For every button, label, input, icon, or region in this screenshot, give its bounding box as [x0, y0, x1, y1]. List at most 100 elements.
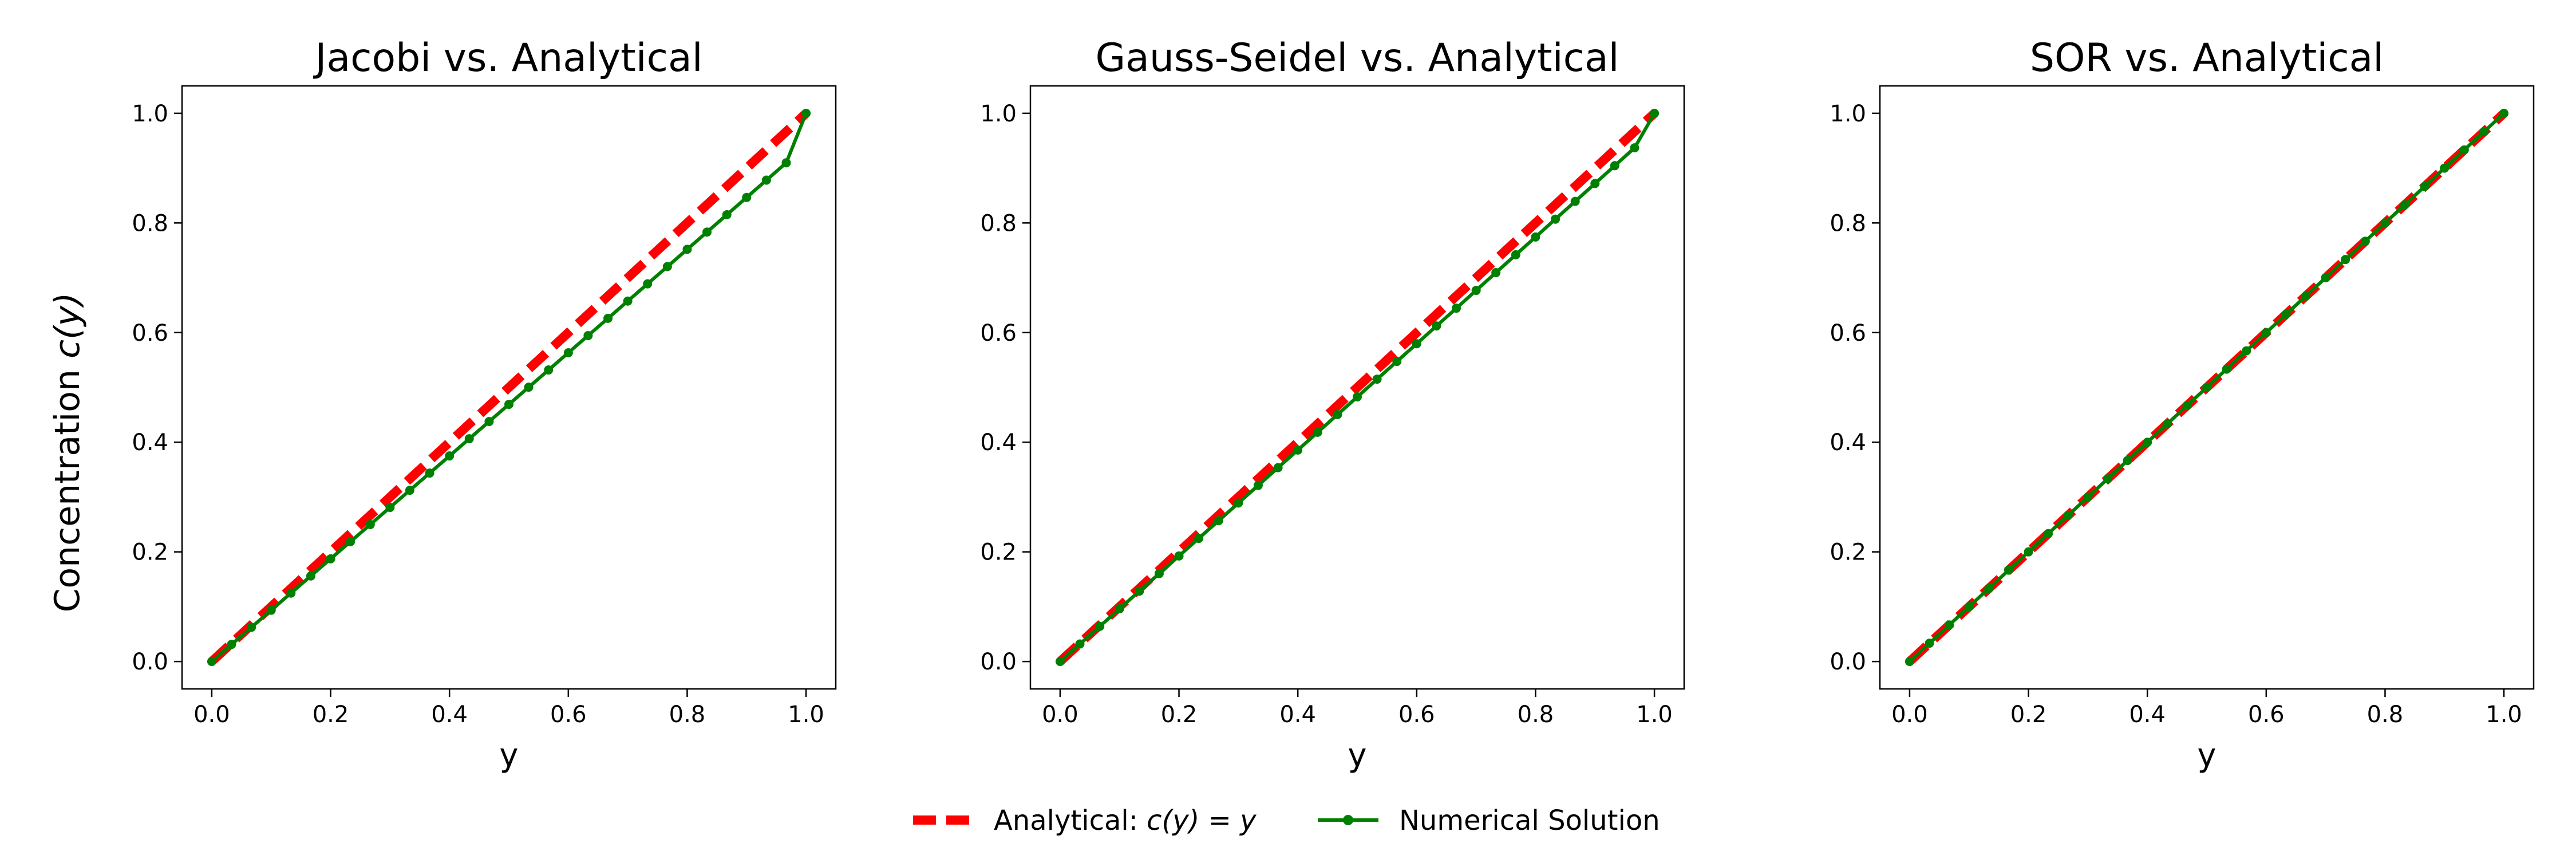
x-tick-label: 0.2 [313, 702, 349, 728]
x-tick-label: 0.6 [2248, 702, 2285, 728]
numerical-point [227, 640, 236, 649]
numerical-point [2301, 291, 2311, 301]
subplot-title: Jacobi vs. Analytical [313, 36, 702, 81]
numerical-point [2024, 547, 2033, 557]
numerical-point [504, 400, 513, 409]
subplot-3: SOR vs. Analytical 0.0 0.2 0.4 0.6 0.8 1.0 0.0 0… [1830, 36, 2535, 774]
numerical-point [1984, 584, 1994, 593]
y-tick-label: 0.8 [132, 210, 168, 237]
numerical-point [742, 192, 752, 202]
numerical-point [1471, 286, 1481, 295]
numerical-point [2063, 510, 2073, 520]
numerical-point [405, 486, 414, 495]
numerical-point [2222, 364, 2231, 374]
subplots: Jacobi vs. Analytical 0.0 0.2 0.4 0.6 0.8 1.0 0… [132, 36, 2535, 774]
numerical-point [1135, 586, 1144, 596]
numerical-point [1194, 534, 1204, 543]
numerical-point [1353, 392, 1362, 402]
numerical-point [761, 175, 771, 185]
y-tick-label: 0.0 [1830, 649, 1866, 675]
numerical-point [1452, 304, 1461, 313]
x-tick-label: 0.4 [2129, 702, 2166, 728]
axes-frame [1029, 85, 1685, 690]
numerical-point [2321, 273, 2330, 283]
subplot-1: Jacobi vs. Analytical 0.0 0.2 0.4 0.6 0.8 1.0 0… [132, 36, 837, 774]
x-tick-label: 0.8 [669, 702, 706, 728]
legend-numerical-marker [1343, 815, 1353, 825]
numerical-point [2499, 108, 2509, 118]
numerical-point [662, 262, 672, 271]
legend-numerical-label: Numerical Solution [1399, 805, 1660, 837]
x-tick-label: 1.0 [788, 702, 824, 728]
numerical-point [1905, 657, 1914, 667]
numerical-point [1392, 357, 1402, 367]
numerical-point [1333, 409, 1342, 419]
numerical-point [1551, 214, 1560, 224]
x-tick-label: 0.0 [1042, 702, 1078, 728]
legend: Analytical: c(y) = y Numerical Solution [913, 805, 1660, 837]
x-tick-label: 0.2 [2010, 702, 2047, 728]
numerical-point [1590, 179, 1600, 188]
y-axis-label: Concentration c(y) [48, 293, 88, 613]
y-tick-label: 0.2 [980, 539, 1017, 566]
y-tick-label: 0.6 [132, 320, 168, 346]
numerical-point [464, 434, 474, 444]
numerical-point [2123, 456, 2132, 466]
numerical-point [326, 554, 335, 564]
numerical-point [722, 210, 732, 219]
x-axis-label: y [499, 737, 518, 774]
subplot-2: Gauss-Seidel vs. Analytical 0.0 0.2 0.4 0.6 0… [980, 36, 1685, 774]
numerical-point [603, 313, 613, 323]
numerical-point [2459, 145, 2469, 155]
axes-frame [181, 85, 837, 690]
x-tick-label: 0.4 [1279, 702, 1316, 728]
numerical-point [1432, 321, 1441, 331]
y-tick-label: 0.4 [132, 430, 168, 456]
y-tick-label: 0.0 [980, 649, 1017, 675]
numerical-point [682, 245, 692, 254]
numerical-point [524, 383, 534, 392]
y-tick-label: 1.0 [132, 101, 168, 127]
numerical-point [2479, 127, 2489, 136]
x-tick-label: 0.8 [1518, 702, 1554, 728]
numerical-point [2103, 474, 2112, 484]
numerical-point [1293, 445, 1303, 455]
numerical-point [2380, 218, 2390, 228]
numerical-point [346, 537, 355, 546]
numerical-point [2242, 346, 2251, 356]
numerical-point [1630, 143, 1639, 153]
y-tick-label: 0.4 [1830, 430, 1866, 456]
numerical-point [1075, 639, 1085, 649]
legend-analytical-label: Analytical: c(y) = y [994, 805, 1257, 837]
numerical-point [2083, 492, 2093, 502]
x-tick-label: 0.0 [193, 702, 230, 728]
numerical-point [1253, 480, 1263, 490]
numerical-point [365, 520, 375, 530]
numerical-point [1925, 639, 1934, 648]
numerical-point [2202, 383, 2211, 392]
numerical-point [1412, 339, 1421, 349]
numerical-point [563, 348, 573, 358]
numerical-point [306, 571, 315, 581]
numerical-point [445, 451, 455, 461]
x-tick-label: 0.6 [550, 702, 587, 728]
x-tick-label: 0.4 [431, 702, 468, 728]
numerical-point [2143, 438, 2152, 447]
numerical-point [2281, 309, 2291, 319]
numerical-point [702, 227, 712, 237]
numerical-point [801, 108, 811, 118]
numerical-point [623, 296, 633, 306]
numerical-point [1055, 657, 1065, 667]
numerical-point [1214, 516, 1223, 526]
y-tick-label: 0.8 [1830, 210, 1866, 237]
numerical-point [2044, 529, 2053, 538]
numerical-point [583, 330, 593, 340]
numerical-point [2400, 200, 2410, 210]
numerical-point [1154, 569, 1164, 578]
x-tick-label: 1.0 [1636, 702, 1673, 728]
numerical-point [2004, 565, 2013, 575]
numerical-point [1491, 268, 1501, 278]
subplot-title: SOR vs. Analytical [2030, 36, 2384, 81]
